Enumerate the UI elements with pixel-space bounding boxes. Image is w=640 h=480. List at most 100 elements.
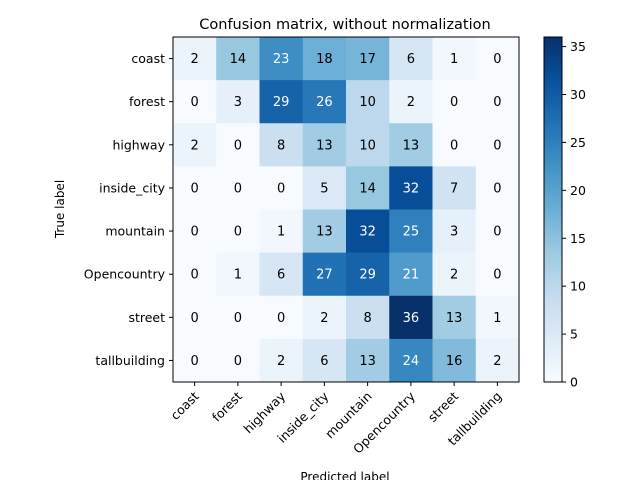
colorbar-ticks: 0 5 10 15 20 25 30 35 xyxy=(562,39,586,390)
heatmap-cell xyxy=(173,37,217,81)
y-tick-label: highway xyxy=(112,137,165,152)
cell-value-label: 29 xyxy=(273,95,290,110)
cell-value-label: 0 xyxy=(234,138,242,153)
heatmap-cell xyxy=(259,252,304,297)
heatmap-cell xyxy=(216,80,260,124)
cell-value-label: 0 xyxy=(450,95,458,110)
cell-value-label: 0 xyxy=(190,225,198,240)
heatmap-cell xyxy=(389,123,433,167)
heatmap-cell xyxy=(475,338,520,383)
cell-value-label: 13 xyxy=(359,354,376,369)
cell-value-label: 2 xyxy=(450,268,458,283)
heatmap-cell xyxy=(216,37,260,81)
colorbar-tick-label: 35 xyxy=(570,39,586,54)
cell-value-label: 32 xyxy=(403,181,420,196)
cell-value-label: 3 xyxy=(450,225,458,240)
heatmap-cell-labels: 2 14 23 18 17 6 1 00 3 29 26 10 2 0 02 0 8 13 10 13 0 00 0 0 5 14… xyxy=(190,52,501,369)
cell-value-label: 13 xyxy=(316,138,333,153)
cell-value-label: 6 xyxy=(407,52,415,67)
heatmap-cell xyxy=(389,37,433,81)
heatmap-cell xyxy=(432,338,477,383)
y-tick-label: inside_city xyxy=(99,180,166,195)
cell-value-label: 17 xyxy=(359,52,376,67)
heatmap-cell xyxy=(173,252,217,297)
heatmap-cell xyxy=(302,252,347,297)
cell-value-label: 2 xyxy=(277,354,285,369)
cell-value-label: 1 xyxy=(234,268,242,283)
y-tick-label: street xyxy=(128,310,165,325)
cell-value-label: 2 xyxy=(407,95,415,110)
colorbar-tick-label: 5 xyxy=(570,327,578,342)
colorbar-tick-label: 10 xyxy=(570,279,586,294)
cell-value-label: 14 xyxy=(359,181,376,196)
colorbar xyxy=(543,36,563,383)
cell-value-label: 26 xyxy=(316,95,333,110)
heatmap-cell xyxy=(432,37,477,81)
heatmap-cell xyxy=(389,252,433,297)
cell-value-label: 0 xyxy=(493,138,501,153)
cell-value-label: 13 xyxy=(316,225,333,240)
heatmap-cell xyxy=(346,295,390,340)
heatmap-cell xyxy=(346,166,390,210)
heatmap-cell xyxy=(389,209,433,254)
heatmap-cell xyxy=(173,338,217,383)
heatmap-cell xyxy=(173,209,217,254)
heatmap-cell xyxy=(216,295,260,340)
x-tick-label: street xyxy=(425,388,462,425)
cell-value-label: 23 xyxy=(273,52,290,67)
cell-value-label: 0 xyxy=(234,181,242,196)
cell-value-label: 1 xyxy=(493,311,501,326)
heatmap-cell xyxy=(475,252,520,297)
cell-value-label: 0 xyxy=(190,268,198,283)
heatmap-cell xyxy=(259,123,304,167)
heatmap-cell xyxy=(302,338,347,383)
heatmap-cell xyxy=(173,166,217,210)
colorbar-tick-label: 20 xyxy=(570,183,586,198)
heatmap-cell xyxy=(259,209,304,254)
heatmap-cell xyxy=(302,209,347,254)
cell-value-label: 5 xyxy=(320,181,328,196)
cell-value-label: 0 xyxy=(493,52,501,67)
heatmap-cell xyxy=(259,37,304,81)
chart-title: Confusion matrix, without normalization xyxy=(199,17,490,33)
heatmap-cell xyxy=(346,123,390,167)
heatmap-cell xyxy=(173,80,217,124)
heatmap-cell xyxy=(475,209,520,254)
cell-value-label: 10 xyxy=(359,95,376,110)
cell-value-label: 0 xyxy=(190,311,198,326)
heatmap-cell xyxy=(432,166,477,210)
cell-value-label: 7 xyxy=(450,181,458,196)
cell-value-label: 0 xyxy=(190,181,198,196)
heatmap-cell xyxy=(389,80,433,124)
heatmap-cell xyxy=(173,295,217,340)
x-axis-ticks: coast foresthighwayinside_citymountainOpe… xyxy=(167,382,504,457)
heatmap-cell xyxy=(216,252,260,297)
heatmap-cell xyxy=(475,295,520,340)
heatmap-cell xyxy=(259,338,304,383)
heatmap-cell xyxy=(346,209,390,254)
cell-value-label: 2 xyxy=(190,138,198,153)
y-axis-label: True label xyxy=(53,180,67,239)
heatmap-cell xyxy=(432,123,477,167)
cell-value-label: 8 xyxy=(363,311,371,326)
heatmap-cell xyxy=(216,209,260,254)
heatmap-cell xyxy=(302,123,347,167)
cell-value-label: 6 xyxy=(320,354,328,369)
cell-value-label: 10 xyxy=(359,138,376,153)
heatmap-cell xyxy=(259,166,304,210)
heatmap-frame xyxy=(172,36,520,383)
y-tick-label: forest xyxy=(129,94,165,109)
cell-value-label: 32 xyxy=(359,225,376,240)
cell-value-label: 0 xyxy=(450,138,458,153)
heatmap-cell xyxy=(259,80,304,124)
cell-value-label: 0 xyxy=(493,225,501,240)
heatmap-cell xyxy=(475,80,520,124)
heatmap-cell xyxy=(432,295,477,340)
cell-value-label: 24 xyxy=(403,354,420,369)
heatmap-cell xyxy=(346,252,390,297)
cell-value-label: 3 xyxy=(234,95,242,110)
cell-value-label: 2 xyxy=(320,311,328,326)
cell-value-label: 21 xyxy=(403,268,420,283)
x-tick-label: forest xyxy=(209,388,245,424)
cell-value-label: 0 xyxy=(234,354,242,369)
